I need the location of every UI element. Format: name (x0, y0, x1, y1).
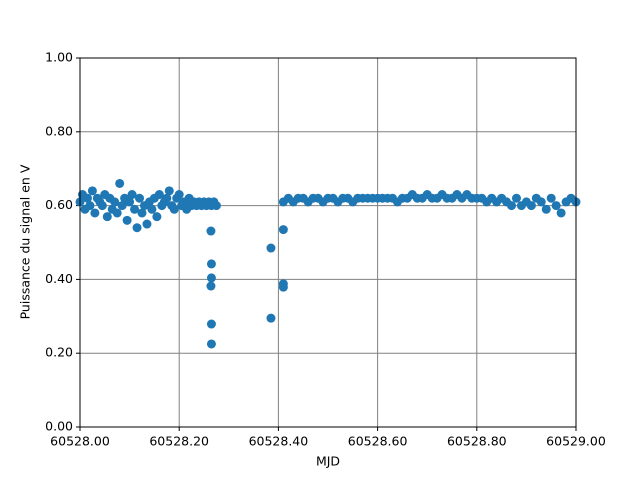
point (211, 201, 221, 211)
x-tick-label: 60528.40 (249, 434, 309, 449)
point (125, 197, 135, 207)
point (152, 212, 162, 222)
point (135, 193, 145, 203)
y-tick-label: 0.20 (45, 345, 73, 360)
point (122, 215, 132, 225)
point (174, 190, 184, 200)
y-tick-label: 0.60 (45, 197, 73, 212)
point (169, 204, 179, 214)
y-tick-label: 0.40 (45, 271, 73, 286)
point (206, 259, 216, 269)
point (115, 178, 125, 188)
x-tick-label: 60528.80 (447, 434, 507, 449)
point (97, 201, 107, 211)
point (112, 208, 122, 218)
point (526, 201, 536, 211)
x-tick-label: 60529.00 (546, 434, 606, 449)
point (541, 204, 551, 214)
point (147, 204, 157, 214)
point (546, 193, 556, 203)
point (87, 186, 97, 196)
point (536, 197, 546, 207)
point (85, 201, 95, 211)
plot-frame (79, 57, 577, 428)
point (551, 201, 561, 211)
point (132, 223, 142, 233)
point (110, 197, 120, 207)
x-tick-label: 60528.60 (348, 434, 408, 449)
point (206, 281, 216, 291)
point (556, 208, 566, 218)
point (206, 273, 216, 283)
point (511, 193, 521, 203)
point (206, 226, 216, 236)
point (137, 208, 147, 218)
point (154, 190, 164, 200)
point (278, 282, 288, 292)
point (142, 219, 152, 229)
point (266, 313, 276, 323)
point (266, 243, 276, 253)
point (102, 212, 112, 222)
y-tick-label: 1.00 (45, 50, 73, 65)
point (507, 201, 517, 211)
point (206, 319, 216, 329)
point (162, 193, 172, 203)
point (117, 201, 127, 211)
point (130, 204, 140, 214)
point (206, 339, 216, 349)
point (127, 190, 137, 200)
point (90, 208, 100, 218)
y-tick-label: 0.80 (45, 123, 73, 138)
point (82, 193, 92, 203)
y-axis-label: Puissance du signal en V (18, 164, 33, 319)
x-tick-label: 60528.00 (50, 434, 110, 449)
point (164, 186, 174, 196)
y-tick-label: 0.00 (45, 419, 73, 434)
point (278, 225, 288, 235)
x-tick-label: 60528.20 (149, 434, 209, 449)
x-axis-label: MJD (316, 454, 340, 469)
